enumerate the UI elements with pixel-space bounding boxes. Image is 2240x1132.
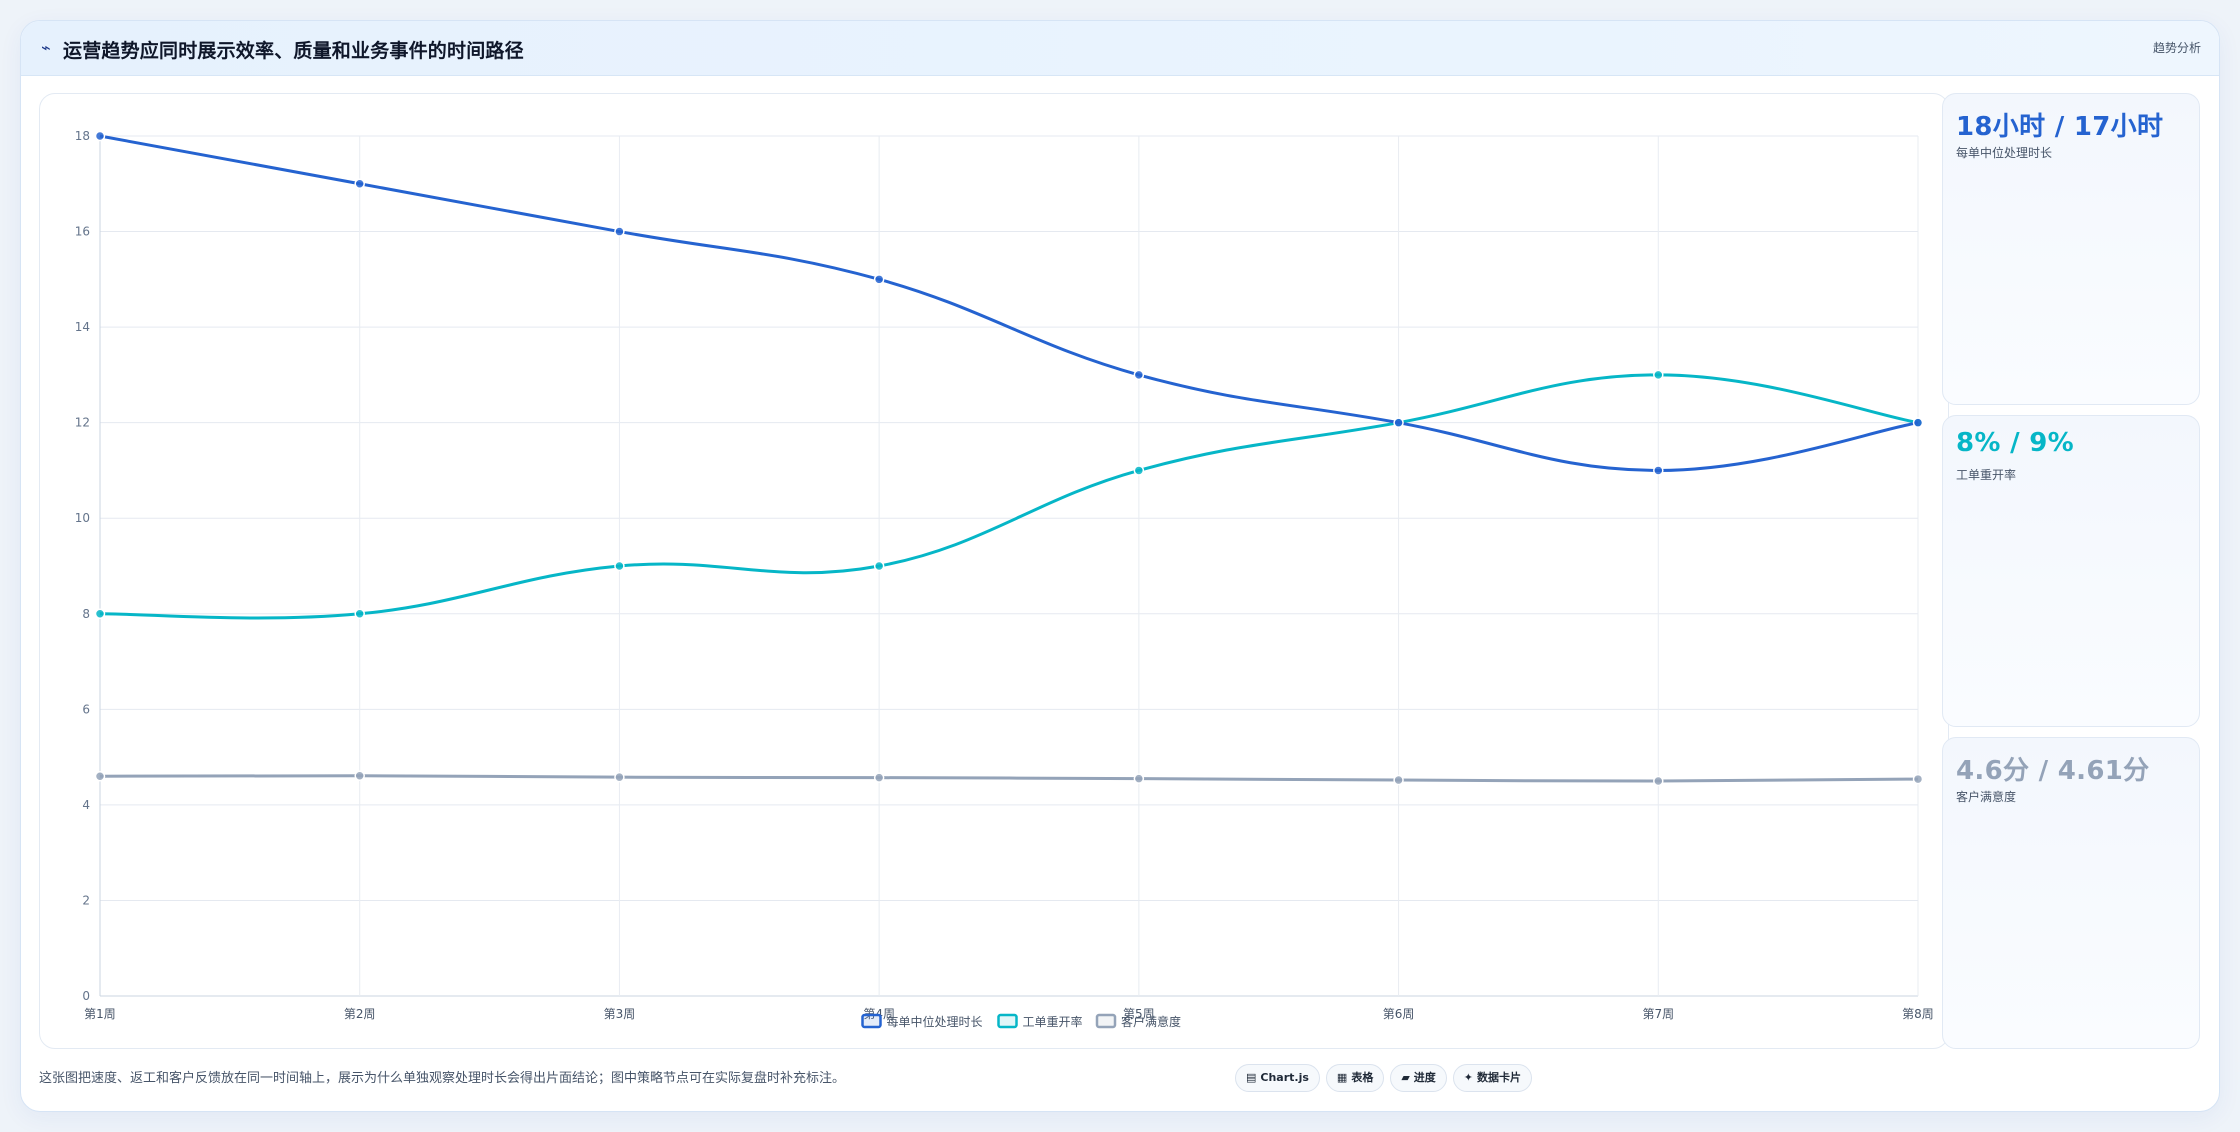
card-icon: ✦ (1463, 1071, 1474, 1084)
kpi-value: 8% / 9% (1956, 428, 2074, 458)
data-point (94, 608, 106, 620)
data-point (94, 130, 106, 142)
x-tick-label: 第7周 (1642, 1007, 1674, 1021)
data-point (1912, 773, 1924, 785)
legend-label: 每单中位处理时长 (887, 1014, 983, 1029)
x-tick-label: 第3周 (604, 1007, 636, 1021)
y-tick-label: 14 (75, 320, 90, 334)
legend-swatch (997, 1013, 1018, 1029)
y-tick-label: 18 (75, 129, 90, 143)
data-point (873, 560, 885, 572)
x-tick-label: 第6周 (1383, 1007, 1415, 1021)
x-tick-label: 第5周 (1123, 1007, 1155, 1021)
data-point (1393, 774, 1404, 786)
data-point (354, 770, 365, 781)
panel-header: ⌁ 运营趋势应同时展示效率、质量和业务事件的时间路径 趋势分析 (21, 21, 2219, 76)
y-tick-label: 4 (82, 798, 90, 812)
data-point (1653, 369, 1664, 381)
data-point (1133, 773, 1145, 784)
series-line (99, 373, 1919, 620)
trend-panel: ⌁ 运营趋势应同时展示效率、质量和业务事件的时间路径 趋势分析 0 2 4 6 8 10 1… (20, 20, 2220, 1112)
data-point (1133, 369, 1145, 381)
line-chart-card: 0 2 4 6 8 10 12 14 16 18 第1周 第2周 第3周 第4周 第5周 第6周 第7周 第8周每… (39, 93, 1949, 1049)
legend-label: 工单重开率 (1023, 1014, 1083, 1029)
trend-line-icon: ⌁ (41, 38, 51, 57)
x-tick-label: 第2周 (344, 1007, 376, 1021)
y-tick-label: 6 (82, 702, 90, 716)
kpi-value: 18小时 / 17小时 (1956, 112, 2164, 142)
data-point (1393, 417, 1404, 428)
data-point (94, 770, 106, 782)
kpi-card-handle-time: 18小时 / 17小时 每单中位处理时长 (1942, 93, 2200, 405)
series-line (99, 774, 1919, 783)
kpi-value: 4.6分 / 4.61分 (1956, 756, 2150, 786)
data-point (1653, 465, 1664, 476)
legend-swatch (861, 1013, 882, 1029)
legend-swatch (1095, 1013, 1117, 1029)
data-point (873, 274, 885, 285)
data-point (1912, 417, 1924, 428)
data-point (354, 178, 365, 190)
legend-label: 客户满意度 (1121, 1014, 1181, 1029)
kpi-label: 每单中位处理时长 (1956, 146, 2053, 160)
y-tick-label: 12 (75, 416, 90, 430)
table-icon: ▦ (1336, 1071, 1348, 1084)
progress-icon: ▰ (1401, 1071, 1410, 1084)
y-tick-label: 16 (75, 225, 90, 239)
tech-chips: ▤ Chart.js ▦ 表格 ▰ 进度 ✦ 数据卡片 (1235, 1064, 1538, 1092)
page-title: 运营趋势应同时展示效率、质量和业务事件的时间路径 (63, 40, 524, 62)
data-point (614, 226, 625, 237)
category-tag: 趋势分析 (2152, 41, 2201, 55)
data-point (873, 772, 885, 783)
y-tick-label: 8 (82, 607, 90, 621)
chip-progress[interactable]: ▰ 进度 (1390, 1064, 1447, 1092)
chip-table[interactable]: ▦ 表格 (1325, 1064, 1385, 1092)
data-point (1653, 775, 1664, 787)
chip-chartjs[interactable]: ▤ Chart.js (1235, 1064, 1320, 1092)
kpi-card-satisfaction: 4.6分 / 4.61分 客户满意度 (1942, 737, 2200, 1049)
footer-note: 这张图把速度、返工和客户反馈放在同一时间轴上，展示为什么单独观察处理时长会得出片… (39, 1071, 846, 1086)
data-point (1133, 465, 1145, 476)
y-tick-label: 2 (82, 893, 90, 907)
data-point (614, 560, 625, 572)
chip-data-card[interactable]: ✦ 数据卡片 (1452, 1064, 1533, 1092)
kpi-card-reopen-rate: 8% / 9% 工单重开率 (1942, 415, 2200, 727)
y-tick-label: 0 (82, 989, 90, 1003)
x-tick-label: 第8周 (1902, 1007, 1934, 1021)
x-tick-label: 第1周 (84, 1007, 116, 1021)
kpi-label: 工单重开率 (1956, 468, 2017, 482)
data-point (614, 771, 625, 783)
y-tick-label: 10 (75, 511, 90, 525)
series-line (99, 134, 1919, 472)
data-point (354, 608, 365, 620)
chart-icon: ▤ (1246, 1071, 1257, 1084)
kpi-label: 客户满意度 (1956, 790, 2017, 804)
